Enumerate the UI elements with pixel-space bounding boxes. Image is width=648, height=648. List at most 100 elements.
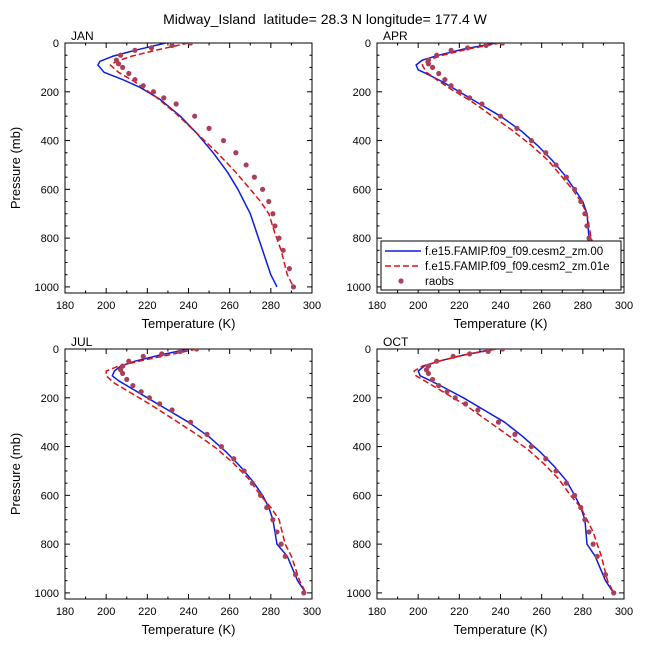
y-tick-label: 1000 [347, 282, 371, 294]
raobs-point [602, 572, 609, 578]
raobs-point [578, 504, 584, 511]
x-tick-label: 240 [179, 300, 197, 312]
y-tick-label: 0 [365, 344, 371, 356]
raobs-point [462, 401, 469, 407]
raobs-point [130, 382, 136, 389]
x-tick-label: 200 [97, 606, 115, 618]
raobs-point [450, 353, 456, 359]
raobs-point [251, 174, 257, 180]
x-tick-label: 200 [97, 300, 115, 312]
raobs-point [479, 101, 485, 107]
raobs-point [206, 125, 212, 131]
panel-label: OCT [383, 335, 409, 349]
panel-jul: 180 200 220 240 260 280 300 0 200 400 600 800 1000 Te… [8, 335, 321, 637]
x-tick-label: 280 [262, 606, 280, 618]
raobs-point [452, 395, 458, 401]
x-axis-label: Temperature (K) [142, 622, 236, 637]
raobs-point [266, 198, 272, 205]
raobs-point [578, 198, 584, 205]
raobs-point [572, 186, 578, 192]
y-axis-label: Pressure (mb) [8, 433, 23, 515]
raobs-point [448, 83, 454, 89]
raobs-point [187, 43, 194, 46]
raobs-point [495, 419, 502, 425]
x-tick-label: 200 [409, 300, 427, 312]
raobs-point [444, 389, 450, 395]
raobs-point [528, 443, 534, 450]
legend-marker-dot [398, 278, 404, 284]
plot-frame [64, 348, 313, 600]
raobs-point [187, 419, 194, 425]
x-tick-label: 180 [56, 606, 74, 618]
plot-area [413, 349, 617, 596]
raobs-point [278, 541, 284, 547]
raobs-point [159, 351, 165, 357]
raobs-point [272, 223, 278, 229]
x-tick-label: 260 [220, 606, 238, 618]
y-tick-label: 400 [353, 136, 371, 148]
raobs-point [563, 480, 569, 486]
raobs-point [528, 137, 534, 144]
x-tick-label: 300 [303, 300, 321, 312]
raobs-point [257, 492, 264, 498]
y-tick-label: 400 [41, 442, 59, 454]
legend-entry-label: f.e15.FAMIP.f09_f09.cesm2_zm.00 [425, 246, 603, 258]
plot-area [105, 349, 307, 596]
y-tick-label: 800 [41, 233, 59, 245]
raobs-point [120, 64, 126, 70]
raobs-point [161, 95, 167, 101]
raobs-point [497, 113, 504, 119]
main-title: Midway_Island latitude= 28.3 N longitude… [163, 11, 488, 27]
x-axis-label: Temperature (K) [142, 316, 236, 331]
raobs-point [173, 101, 179, 107]
raobs-point [553, 468, 559, 474]
raobs-point [150, 89, 157, 95]
y-tick-label: 600 [41, 184, 59, 196]
y-tick-label: 1000 [347, 588, 371, 600]
raobs-point [483, 43, 489, 49]
y-tick-label: 200 [353, 87, 371, 99]
x-tick-label: 280 [574, 606, 592, 618]
raobs-point [177, 349, 183, 355]
raobs-point [146, 395, 152, 401]
x-tick-label: 260 [220, 300, 238, 312]
raobs-point [138, 389, 144, 395]
x-tick-label: 300 [615, 606, 633, 618]
y-tick-label: 800 [353, 233, 371, 245]
series-line-00 [111, 349, 307, 594]
raobs-point [582, 517, 588, 523]
x-tick-label: 240 [491, 606, 509, 618]
y-tick-label: 200 [41, 393, 59, 405]
raobs-point [132, 76, 138, 83]
raobs-point [260, 186, 266, 192]
raobs-point [590, 541, 596, 547]
raobs-point [169, 407, 175, 413]
y-axis-label: Pressure (mb) [8, 127, 23, 209]
raobs-point [572, 492, 578, 498]
panel-label: APR [383, 29, 408, 43]
raobs-point [301, 590, 307, 596]
raobs-point [169, 43, 175, 49]
raobs-point [282, 553, 288, 559]
y-tick-label: 200 [353, 393, 371, 405]
raobs-point [231, 456, 237, 462]
y-tick-label: 0 [53, 344, 59, 356]
legend-entry-label: raobs [425, 276, 454, 288]
raobs-point [611, 590, 617, 596]
raobs-point [120, 370, 126, 376]
raobs-point [436, 70, 442, 77]
x-tick-label: 280 [574, 300, 592, 312]
x-tick-label: 220 [138, 300, 156, 312]
raobs-point [115, 61, 122, 67]
raobs-point [220, 137, 227, 144]
raobs-point [192, 113, 198, 119]
plot-area [415, 43, 609, 290]
raobs-point [270, 211, 276, 217]
x-tick-label: 300 [303, 606, 321, 618]
y-tick-label: 800 [353, 539, 371, 551]
raobs-point [280, 247, 286, 253]
raobs-point [425, 370, 432, 376]
series-line-01e [413, 349, 615, 594]
raobs-point [140, 353, 146, 359]
